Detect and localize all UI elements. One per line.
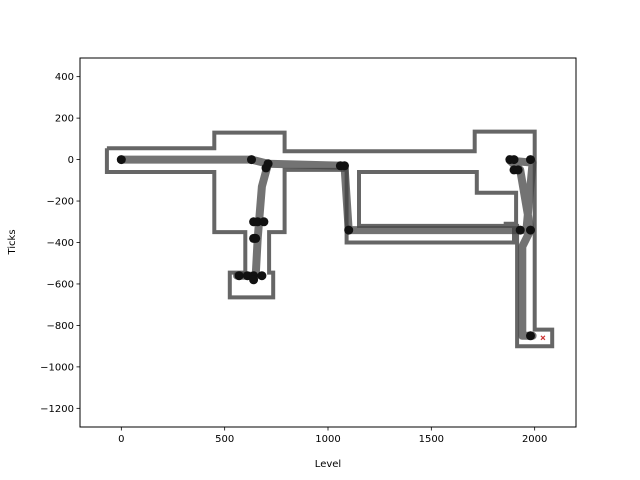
x-tick-label-1: 500 bbox=[215, 434, 234, 445]
y-tick-label-8: −1200 bbox=[40, 404, 74, 415]
x-tick-label-4: 2000 bbox=[522, 434, 547, 445]
trajectory-point-16 bbox=[259, 217, 269, 227]
trajectory-point-5 bbox=[340, 161, 349, 171]
y-tick-label-4: −400 bbox=[47, 238, 74, 249]
y-tick-label-7: −1000 bbox=[40, 362, 74, 373]
y-tick-label-0: 400 bbox=[55, 72, 74, 83]
trajectory-point-6 bbox=[344, 225, 354, 235]
trajectory-point-22 bbox=[249, 275, 259, 285]
trajectory-point-11 bbox=[513, 165, 523, 175]
y-tick-label-3: −200 bbox=[47, 197, 74, 208]
trajectory-point-8 bbox=[509, 155, 519, 165]
y-axis: 400 200 0 −200 −400 −600 −800 −1000 −1200 bbox=[40, 72, 80, 415]
trajectory-point-24 bbox=[526, 331, 535, 341]
maze-walls bbox=[104, 129, 555, 349]
y-tick-label-5: −600 bbox=[47, 279, 74, 290]
trajectory-point-1 bbox=[247, 155, 256, 165]
y-tick-label-2: 0 bbox=[68, 155, 74, 166]
x-tick-label-0: 0 bbox=[118, 434, 124, 445]
trajectory-point-23 bbox=[257, 271, 267, 281]
goal-marker bbox=[540, 335, 546, 341]
trajectory-point-15 bbox=[253, 217, 263, 227]
x-axis: 0 500 1000 1500 2000 bbox=[118, 427, 547, 445]
maze-wall-0 bbox=[104, 129, 555, 349]
trajectory-point-18 bbox=[251, 233, 261, 243]
goal-x-mark bbox=[540, 335, 546, 341]
trajectory-point-9 bbox=[526, 155, 535, 165]
x-tick-label-3: 1500 bbox=[419, 434, 444, 445]
trajectory-point-12 bbox=[515, 225, 525, 235]
y-axis-label: Ticks bbox=[7, 229, 18, 255]
trajectory-point-19 bbox=[234, 271, 244, 281]
trajectory-point-13 bbox=[526, 225, 535, 235]
trajectory-points bbox=[116, 155, 535, 341]
y-tick-label-1: 200 bbox=[55, 114, 74, 125]
y-tick-label-6: −800 bbox=[47, 321, 74, 332]
trajectory-point-3 bbox=[261, 163, 271, 173]
x-axis-label: Level bbox=[315, 459, 341, 470]
x-tick-label-2: 1000 bbox=[315, 434, 340, 445]
trajectory-point-0 bbox=[116, 155, 126, 165]
